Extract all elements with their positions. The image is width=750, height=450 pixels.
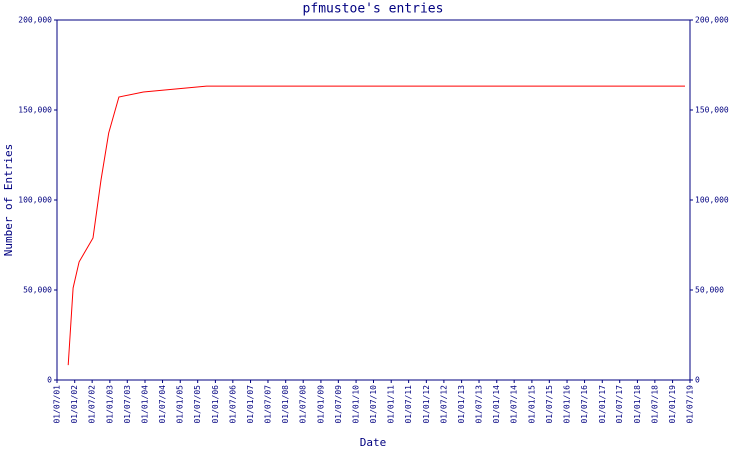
x-tick-label: 01/01/02 <box>70 385 79 424</box>
x-tick-label: 01/01/05 <box>176 385 185 424</box>
x-tick-label: 01/01/10 <box>352 385 361 424</box>
x-tick-label: 01/01/08 <box>281 385 290 424</box>
plot-frame <box>56 19 691 381</box>
x-tick-label: 01/07/01 <box>53 385 62 424</box>
y2-tick-label: 150,000 <box>695 106 729 115</box>
x-tick-label: 01/07/03 <box>123 385 132 424</box>
y2-tick-label: 0 <box>695 376 700 385</box>
x-tick-label: 01/01/17 <box>598 385 607 424</box>
x-tick-label: 01/07/08 <box>299 385 308 424</box>
x-tick-label: 01/01/07 <box>246 385 255 424</box>
x-tick-label: 01/07/07 <box>263 385 272 424</box>
x-tick-label: 01/07/16 <box>580 385 589 424</box>
x-tick-label: 01/01/19 <box>668 385 677 424</box>
x-tick-label: 01/07/11 <box>404 385 413 424</box>
chart-title: pfmustoe's entries <box>303 2 444 17</box>
x-tick-label: 01/01/18 <box>633 385 642 424</box>
x-tick-label: 01/07/02 <box>88 385 97 424</box>
y-tick-label: 50,000 <box>23 286 52 295</box>
x-tick-label: 01/01/14 <box>492 385 501 424</box>
x-tick-label: 01/07/13 <box>475 385 484 424</box>
x-tick-label: 01/07/19 <box>686 385 695 424</box>
x-tick-label: 01/07/05 <box>193 385 202 424</box>
x-tick-label: 01/01/03 <box>105 385 114 424</box>
data-line <box>67 85 685 366</box>
x-tick-label: 01/01/09 <box>316 385 325 424</box>
y-axis-label: Number of Entries <box>2 144 15 257</box>
x-tick-label: 01/01/06 <box>211 385 220 424</box>
x-tick-label: 01/01/16 <box>563 385 572 424</box>
y2-tick-label: 200,000 <box>695 16 729 25</box>
y-tick-label: 150,000 <box>18 106 52 115</box>
x-tick-label: 01/01/15 <box>527 385 536 424</box>
x-tick-label: 01/07/18 <box>650 385 659 424</box>
y2-tick-label: 50,000 <box>695 286 724 295</box>
x-tick-label: 01/07/09 <box>334 385 343 424</box>
y-tick-label: 200,000 <box>18 16 52 25</box>
x-axis-label: Date <box>360 436 387 449</box>
y-tick-label: 100,000 <box>18 196 52 205</box>
x-tick-label: 01/07/04 <box>158 385 167 424</box>
x-tick-label: 01/07/17 <box>615 385 624 424</box>
x-tick-label: 01/07/06 <box>228 385 237 424</box>
x-tick-label: 01/01/13 <box>457 385 466 424</box>
x-tick-label: 01/01/04 <box>141 385 150 424</box>
x-tick-label: 01/07/15 <box>545 385 554 424</box>
y-tick-label: 0 <box>47 376 52 385</box>
x-tick-label: 01/07/12 <box>439 385 448 424</box>
x-tick-label: 01/07/10 <box>369 385 378 424</box>
x-tick-label: 01/01/11 <box>387 385 396 424</box>
x-tick-label: 01/01/12 <box>422 385 431 424</box>
y2-tick-label: 100,000 <box>695 196 729 205</box>
x-tick-label: 01/07/14 <box>510 385 519 424</box>
